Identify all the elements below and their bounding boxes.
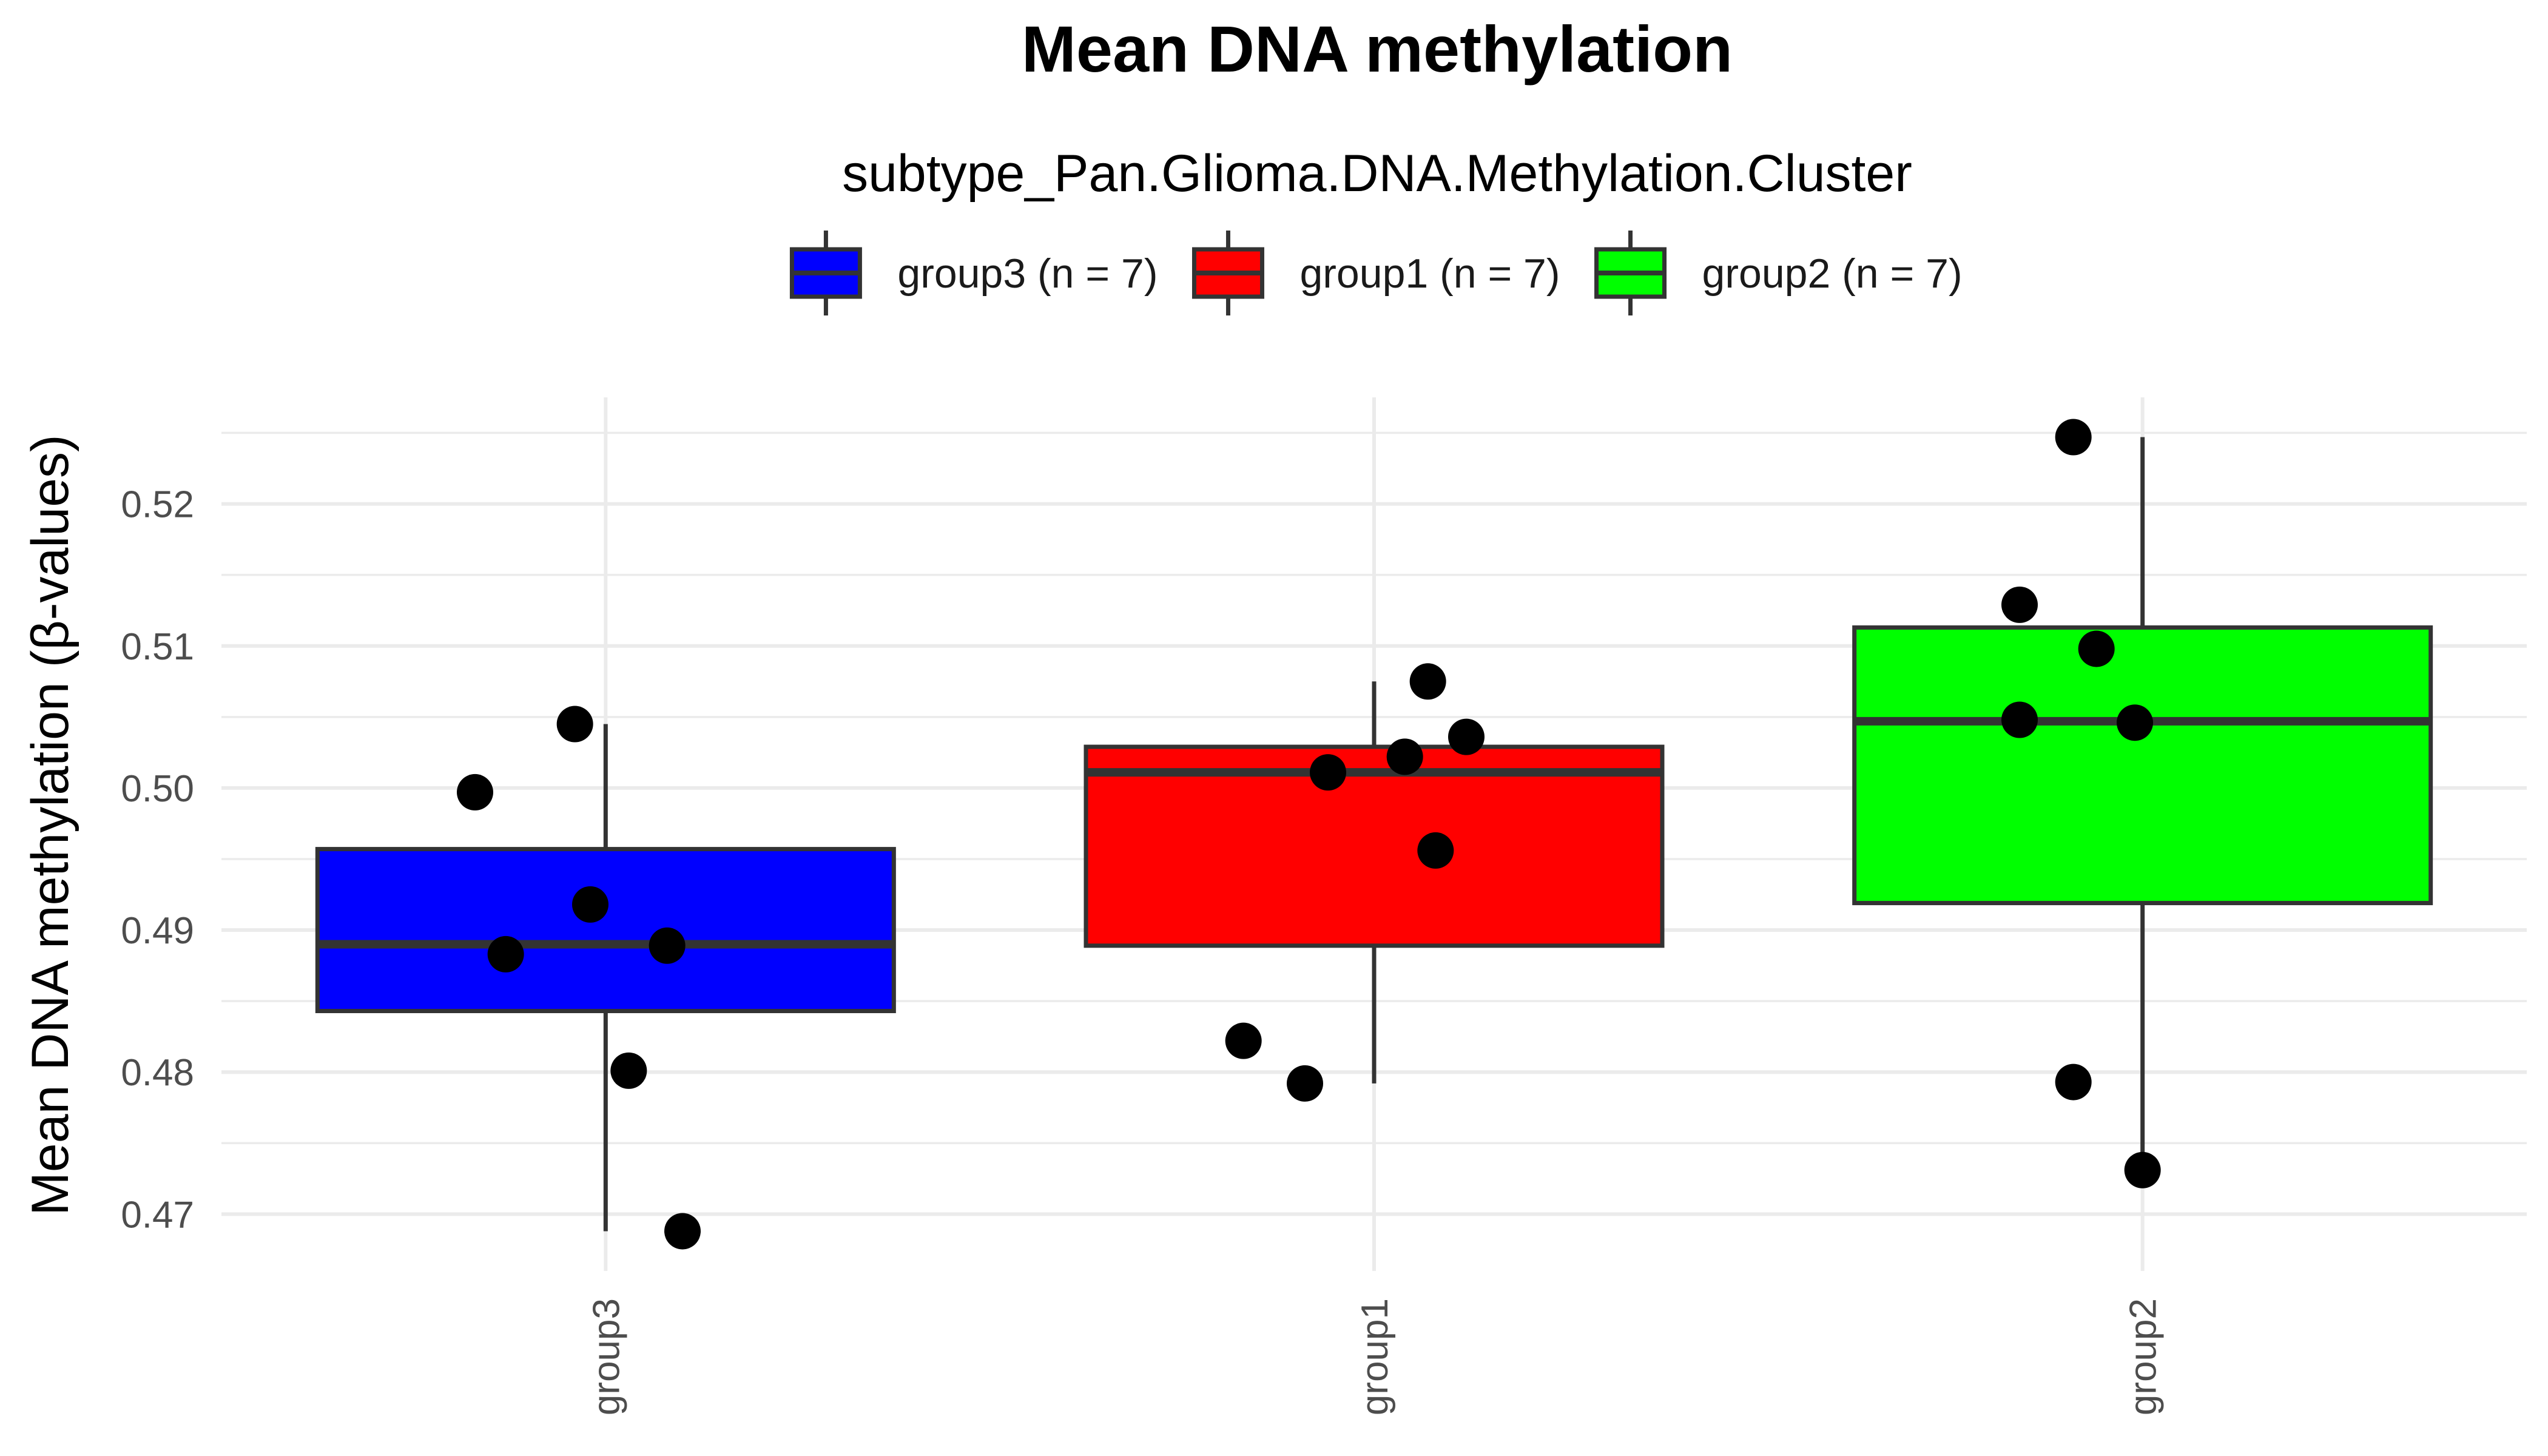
- y-tick-label: 0.51: [121, 626, 194, 668]
- axes: 0.47 0.48 0.49 0.50 0.51 0.52 group3 group1 grou…: [121, 484, 2164, 1415]
- data-points: [457, 419, 2161, 1250]
- y-tick-label: 0.48: [121, 1052, 194, 1094]
- y-tick-label: 0.47: [121, 1194, 194, 1236]
- legend-label: group2 (n = 7): [1702, 251, 1963, 297]
- box-iqr: [1084, 744, 1665, 948]
- data-point-group3: [610, 1052, 647, 1089]
- legend-label: group1 (n = 7): [1299, 251, 1560, 297]
- data-point-group3: [572, 886, 608, 923]
- x-tick-label: group1: [1354, 1298, 1396, 1415]
- data-point-group2: [2001, 586, 2038, 623]
- data-point-group2: [2055, 1063, 2092, 1100]
- data-point-group3: [556, 706, 593, 743]
- data-point-group2: [2117, 704, 2153, 741]
- y-tick-label: 0.49: [121, 910, 194, 952]
- box-group1: [1084, 681, 1665, 1084]
- y-tick-label: 0.50: [121, 768, 194, 810]
- data-point-group3: [664, 1213, 701, 1250]
- data-point-group1: [1386, 738, 1423, 775]
- data-point-group2: [2078, 630, 2115, 667]
- data-point-group3: [487, 935, 524, 972]
- x-tick-label: group2: [2123, 1298, 2165, 1415]
- boxes: [315, 437, 2433, 1232]
- data-point-group1: [1310, 754, 1346, 791]
- data-point-group2: [2055, 419, 2092, 456]
- data-point-group1: [1409, 663, 1446, 700]
- data-point-group1: [1448, 718, 1485, 755]
- box-iqr: [315, 847, 896, 1014]
- box-group2: [1852, 437, 2433, 1170]
- data-point-group2: [2124, 1151, 2161, 1188]
- box-iqr: [1852, 625, 2433, 906]
- legend-key-group3: [789, 231, 862, 315]
- data-point-group3: [649, 927, 686, 964]
- chart-title: Mean DNA methylation: [1022, 12, 1733, 86]
- legend-label: group3 (n = 7): [897, 251, 1158, 297]
- data-point-group3: [457, 774, 493, 811]
- y-axis-label: Mean DNA methylation (β-values): [21, 434, 79, 1215]
- y-tick-label: 0.52: [121, 484, 194, 526]
- data-point-group1: [1417, 832, 1454, 869]
- data-point-group2: [2001, 701, 2038, 738]
- legend-key-group2: [1594, 231, 1667, 315]
- legend-key-group1: [1191, 231, 1264, 315]
- data-point-group1: [1287, 1065, 1323, 1102]
- box-group3: [315, 724, 896, 1232]
- legend-title: subtype_Pan.Glioma.DNA.Methylation.Clust…: [842, 144, 1912, 203]
- legend: group3 (n = 7) group1 (n = 7) group2 (n = …: [789, 231, 1963, 315]
- data-point-group1: [1225, 1022, 1262, 1059]
- x-tick-label: group3: [585, 1298, 627, 1415]
